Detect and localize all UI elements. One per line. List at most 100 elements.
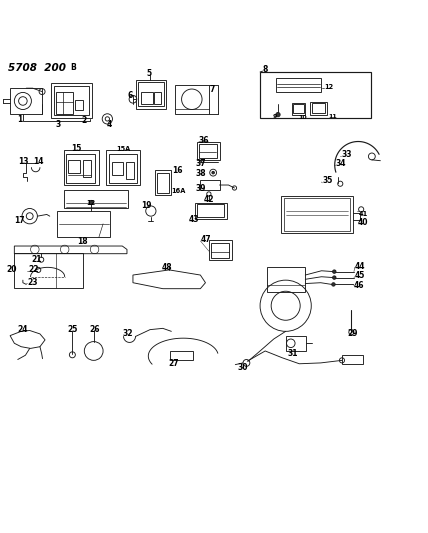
Text: 8: 8 xyxy=(263,65,268,74)
Bar xyxy=(196,204,224,217)
Text: 46: 46 xyxy=(354,281,364,290)
Text: 41: 41 xyxy=(359,211,369,216)
Bar xyxy=(10,88,42,114)
Text: 24: 24 xyxy=(18,325,28,334)
Text: 18: 18 xyxy=(77,237,88,246)
Bar xyxy=(293,104,304,114)
Bar xyxy=(107,150,140,185)
Text: 44: 44 xyxy=(355,262,365,271)
Text: 35: 35 xyxy=(322,176,333,185)
Bar xyxy=(141,92,152,103)
Text: 25: 25 xyxy=(67,325,77,334)
Bar xyxy=(56,92,73,114)
Text: 1: 1 xyxy=(17,115,22,124)
Bar xyxy=(15,253,83,288)
Bar xyxy=(64,150,99,185)
Text: 14: 14 xyxy=(33,157,43,166)
Text: 33: 33 xyxy=(341,150,352,159)
Text: 29: 29 xyxy=(347,328,358,337)
Bar xyxy=(199,143,217,158)
Text: 3: 3 xyxy=(55,120,60,130)
Bar xyxy=(157,173,169,193)
Bar xyxy=(57,211,110,238)
Text: 6: 6 xyxy=(128,91,133,100)
Circle shape xyxy=(333,270,336,273)
Text: 45: 45 xyxy=(355,271,365,280)
Text: 22: 22 xyxy=(28,265,39,274)
Text: 47: 47 xyxy=(200,235,211,244)
Bar xyxy=(267,268,305,292)
Text: 4: 4 xyxy=(107,120,112,130)
Text: 9: 9 xyxy=(273,114,277,119)
Bar xyxy=(260,72,371,118)
Text: 27: 27 xyxy=(168,359,178,368)
Bar xyxy=(54,86,89,116)
Bar xyxy=(170,351,193,360)
Bar xyxy=(195,203,227,219)
Text: 26: 26 xyxy=(89,325,100,334)
Text: 15: 15 xyxy=(71,144,81,154)
Bar xyxy=(276,78,321,92)
Bar xyxy=(211,243,229,258)
Text: 2: 2 xyxy=(81,116,86,125)
Bar xyxy=(310,102,327,115)
Bar xyxy=(285,336,306,351)
Circle shape xyxy=(276,112,280,117)
Text: 17: 17 xyxy=(15,216,25,225)
Text: 21: 21 xyxy=(31,255,42,264)
Text: 16: 16 xyxy=(172,166,183,175)
Bar xyxy=(136,79,166,109)
Text: 34: 34 xyxy=(335,159,346,168)
Bar xyxy=(175,85,209,114)
Text: 20: 20 xyxy=(7,265,17,274)
Bar xyxy=(342,355,363,364)
Text: 12: 12 xyxy=(86,199,95,206)
Bar xyxy=(126,163,134,179)
Text: 32: 32 xyxy=(123,329,133,338)
Bar xyxy=(281,196,353,233)
Bar xyxy=(51,83,92,118)
Circle shape xyxy=(333,276,336,279)
Text: 15A: 15A xyxy=(116,146,130,152)
Text: 40: 40 xyxy=(357,217,368,227)
Bar xyxy=(312,103,325,114)
Bar xyxy=(66,154,95,183)
Text: 39: 39 xyxy=(195,184,206,193)
Circle shape xyxy=(332,282,335,286)
Text: 31: 31 xyxy=(287,349,298,358)
Text: 19: 19 xyxy=(142,200,152,209)
Text: 23: 23 xyxy=(27,278,38,287)
Text: 7: 7 xyxy=(210,85,215,94)
Bar xyxy=(138,82,163,106)
Bar xyxy=(200,180,220,190)
Text: 38: 38 xyxy=(195,169,206,178)
Bar xyxy=(284,198,350,231)
Bar xyxy=(291,103,305,115)
Circle shape xyxy=(212,172,214,174)
Bar xyxy=(209,240,232,260)
Text: 5: 5 xyxy=(147,69,152,78)
Text: 48: 48 xyxy=(162,263,172,272)
Text: 12: 12 xyxy=(324,84,333,90)
Text: B: B xyxy=(70,63,76,72)
Text: 42: 42 xyxy=(204,196,214,205)
Text: 30: 30 xyxy=(238,362,248,372)
Text: 37: 37 xyxy=(195,159,206,168)
Bar xyxy=(64,190,128,208)
Text: 11: 11 xyxy=(328,114,337,119)
Bar xyxy=(154,92,161,103)
Bar xyxy=(112,163,123,175)
Text: 43: 43 xyxy=(188,215,199,224)
Bar xyxy=(83,160,91,177)
Text: 13: 13 xyxy=(18,157,28,166)
Bar xyxy=(68,160,80,174)
Bar xyxy=(197,142,220,160)
Bar xyxy=(109,154,137,183)
Text: 36: 36 xyxy=(199,136,209,145)
Text: 10: 10 xyxy=(298,115,307,120)
Bar xyxy=(75,100,83,109)
Text: 5708  200: 5708 200 xyxy=(9,62,66,72)
Text: 16A: 16A xyxy=(171,189,186,195)
Circle shape xyxy=(89,200,93,205)
Bar xyxy=(155,170,171,195)
